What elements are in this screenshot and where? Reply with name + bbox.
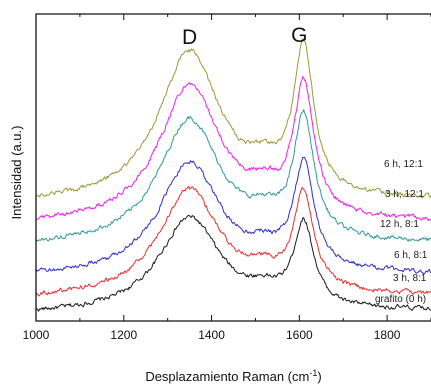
x-tick-label: 1200 (110, 328, 137, 342)
series-label-3: 12 h, 8:1 (380, 219, 419, 230)
x-axis-label: Desplazamiento Raman (cm-1) (145, 368, 321, 384)
x-tick-label: 1800 (374, 328, 401, 342)
series-line-3 (35, 109, 431, 242)
series-label-2: 6 h, 8:1 (394, 250, 428, 261)
y-axis-label: Intensidad (a.u.) (9, 126, 24, 220)
series-label-1: 3 h, 8:1 (393, 273, 427, 284)
peak-label-d: D (182, 26, 197, 49)
series-line-0 (35, 214, 431, 312)
x-tick-label: 1600 (286, 328, 313, 342)
series-label-5: 6 h, 12:1 (384, 159, 423, 170)
series-line-5 (35, 38, 431, 199)
series-label-0: grafito (0 h) (375, 294, 426, 305)
plot-frame (35, 13, 431, 322)
series-line-1 (35, 185, 431, 297)
series-label-4: 3 h, 12:1 (385, 189, 424, 200)
x-tick-label: 1400 (198, 328, 225, 342)
series-line-4 (35, 76, 431, 221)
x-tick-label: 1000 (23, 328, 50, 342)
series-line-2 (35, 156, 431, 275)
peak-label-g: G (291, 24, 307, 47)
